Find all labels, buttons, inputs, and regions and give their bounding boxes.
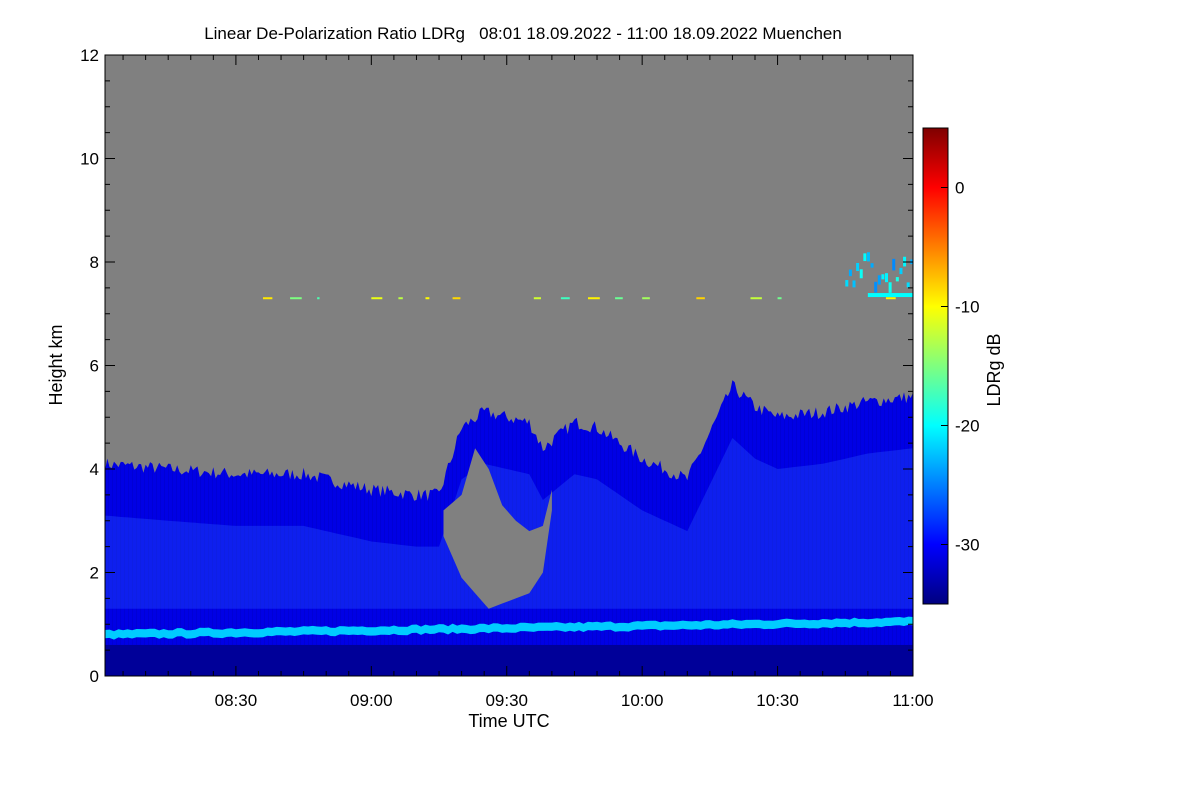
colorbar-tick-label: -30	[955, 536, 980, 555]
cirrus-streak-mark	[885, 297, 896, 300]
y-tick-label: 0	[90, 667, 99, 686]
cirrus-streak-mark	[533, 297, 541, 300]
colorbar-tick-label: -20	[955, 417, 980, 436]
y-axis-label: Height km	[46, 324, 66, 405]
cirrus-streak-mark	[696, 297, 705, 300]
plot-area	[104, 54, 914, 677]
upper-cloud-mark	[866, 252, 870, 262]
upper-cloud-mark	[859, 269, 863, 279]
cirrus-streak-mark	[317, 297, 320, 300]
cirrus-streak-mark	[642, 297, 650, 300]
cirrus-streak-mark	[615, 297, 623, 300]
colorbar-tick-label: -10	[955, 298, 980, 317]
y-tick-label: 2	[90, 564, 99, 583]
upper-cloud-mark	[888, 282, 892, 293]
y-tick-label: 4	[90, 460, 99, 479]
x-tick-label: 08:30	[215, 691, 258, 710]
cirrus-streak-mark	[371, 297, 383, 300]
data-gap-mark	[443, 448, 552, 609]
upper-cloud-mark	[885, 273, 889, 283]
upper-cloud-mark	[867, 293, 913, 298]
cirrus-streak-mark	[452, 297, 461, 300]
cirrus-streak-mark	[262, 297, 273, 300]
upper-cloud-mark	[892, 258, 896, 271]
cirrus-streak-mark	[290, 297, 302, 300]
cirrus-streak-mark	[398, 297, 403, 300]
x-axis-label: Time UTC	[468, 711, 549, 731]
cirrus-streak-mark	[587, 297, 600, 300]
y-tick-label: 10	[80, 150, 99, 169]
upper-cloud-mark	[852, 280, 856, 288]
surface-layer-mark	[105, 644, 913, 676]
x-tick-label: 11:00	[892, 691, 933, 710]
boundary-layer-band-mark	[105, 616, 913, 640]
colorbar-ramp	[922, 127, 949, 605]
upper-cloud-mark	[848, 269, 852, 277]
x-tick-label: 09:30	[485, 691, 528, 710]
x-tick-label: 09:00	[350, 691, 393, 710]
colorbar-label: LDRg dB	[984, 333, 1004, 406]
y-tick-label: 6	[90, 357, 99, 376]
cirrus-streak-mark	[777, 297, 782, 300]
y-tick-label: 12	[80, 46, 99, 65]
upper-cloud-mark	[845, 280, 849, 287]
x-axis: 08:30 09:00 09:30 10:00 10:30 11:00	[122, 55, 934, 710]
colorbar-ticks: 0 -10 -20 -30	[941, 179, 980, 555]
x-tick-label: 10:30	[756, 691, 799, 710]
colorbar: 0 -10 -20 -30 LDRg dB	[922, 127, 1004, 605]
cirrus-streak-mark	[425, 297, 430, 300]
y-axis: 0 2 4 6 8 10 12	[80, 46, 913, 686]
upper-cloud-mark	[899, 267, 903, 275]
upper-cloud-mark	[874, 281, 878, 293]
upper-cloud-mark	[906, 282, 910, 288]
upper-cloud-mark	[856, 262, 860, 272]
chart-title: Linear De-Polarization Ratio LDRg 08:01 …	[204, 24, 842, 43]
colorbar-tick-label: 0	[955, 179, 964, 198]
upper-cloud-mark	[877, 275, 881, 285]
upper-cloud-mark	[870, 263, 874, 268]
y-tick-label: 8	[90, 253, 99, 272]
x-tick-label: 10:00	[621, 691, 664, 710]
upper-cloud-mark	[881, 274, 885, 280]
upper-cloud-mark	[895, 277, 899, 282]
cirrus-streak-mark	[560, 297, 570, 300]
ldr-data-layer	[105, 252, 913, 676]
cirrus-streak-mark	[750, 297, 762, 300]
upper-cloud-mark	[863, 253, 867, 262]
